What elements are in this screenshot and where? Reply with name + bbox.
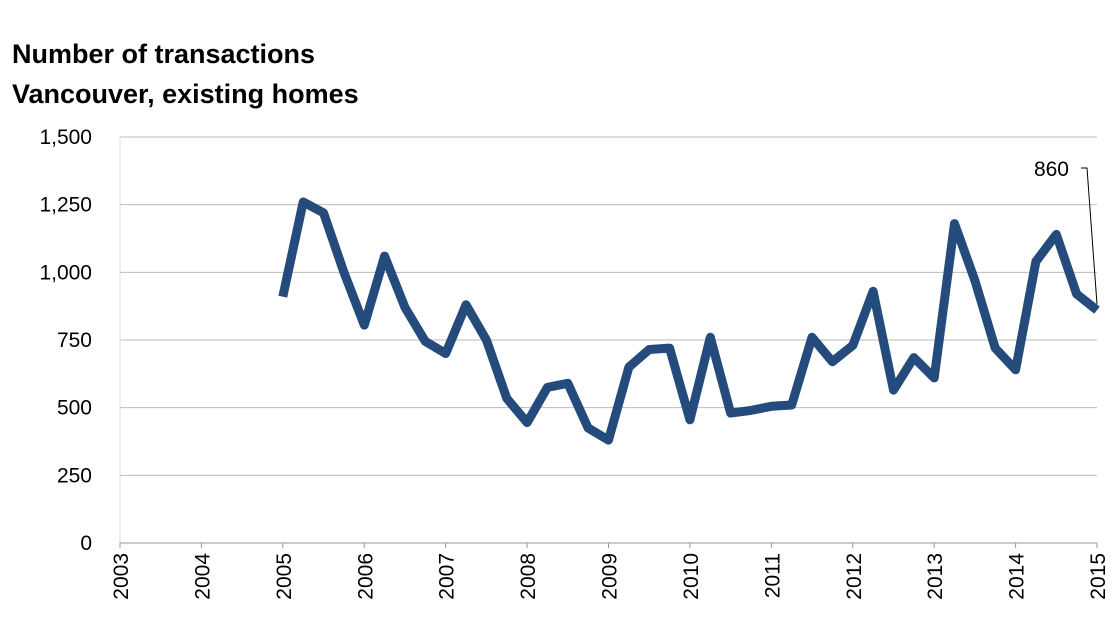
x-tick-label: 2004 xyxy=(191,553,214,600)
data-line xyxy=(278,197,1100,445)
x-tick-label: 2015 xyxy=(1087,553,1110,600)
y-tick-label: 1,250 xyxy=(39,194,92,217)
x-tick-label: 2011 xyxy=(761,553,784,598)
x-tick-label: 2012 xyxy=(843,553,866,600)
y-tick-label: 250 xyxy=(57,464,92,487)
x-tick-label: 2013 xyxy=(924,553,947,600)
y-tick-label: 1,000 xyxy=(39,261,92,284)
x-tick-label: 2003 xyxy=(110,553,133,600)
x-tick-label: 2010 xyxy=(680,553,703,600)
x-tick-label: 2006 xyxy=(354,553,377,600)
x-tick-label: 2014 xyxy=(1006,553,1029,600)
x-tick-label: 2008 xyxy=(517,553,540,600)
x-tick-label: 2007 xyxy=(436,553,459,600)
chart-subtitle: Vancouver, existing homes xyxy=(12,79,359,109)
y-tick-label: 500 xyxy=(57,397,92,420)
annotation-leader xyxy=(1081,167,1098,305)
x-tick-label: 2009 xyxy=(599,553,622,600)
annotation: 860 xyxy=(1034,158,1069,181)
chart-title: Number of transactions xyxy=(12,39,315,69)
y-tick-label: 0 xyxy=(80,532,92,555)
x-tick-label: 2005 xyxy=(273,553,296,600)
y-tick-label: 1,500 xyxy=(39,126,92,149)
y-tick-label: 750 xyxy=(57,329,92,352)
